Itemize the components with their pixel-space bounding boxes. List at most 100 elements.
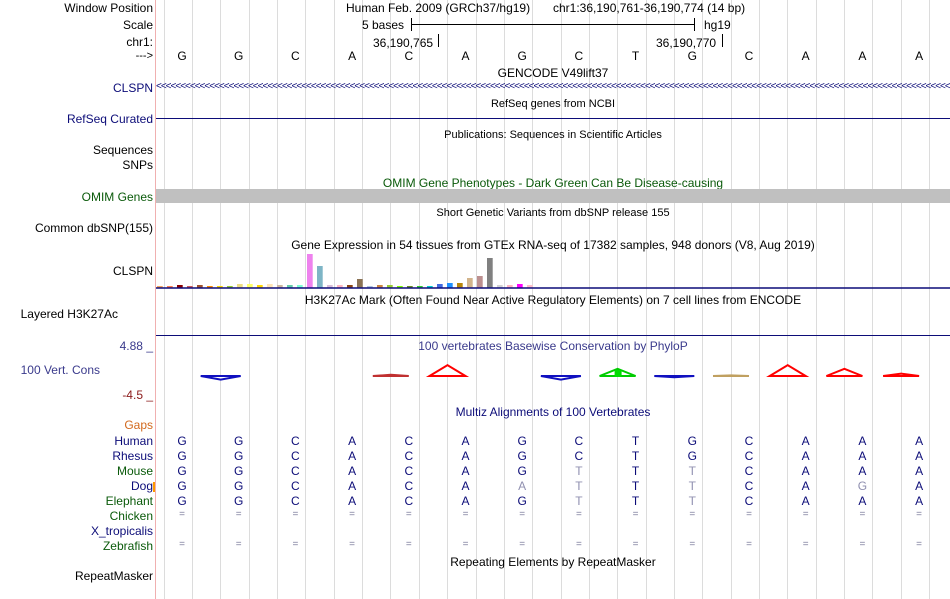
phylop-score-mark[interactable] [425,364,470,377]
label-refseq-curated[interactable]: RefSeq Curated [66,112,153,126]
phylop-score-mark[interactable] [372,373,409,377]
gtex-tissue-bar[interactable] [337,285,343,288]
label-strand-arrow[interactable]: ---> [135,50,153,62]
gtex-tissue-bar[interactable] [397,286,403,288]
gtex-tissue-bar[interactable] [407,286,413,288]
phylop-score-mark[interactable] [200,375,241,381]
reference-base: G [234,49,244,63]
gtex-tissue-bar[interactable] [177,285,183,288]
aligned-base: C [574,449,584,463]
label-gtex-clspn[interactable]: CLSPN [112,264,153,278]
label-common-dbsnp[interactable]: Common dbSNP(155) [34,221,153,235]
gtex-tissue-bar[interactable] [307,254,313,288]
gtex-tissue-bar[interactable] [517,284,523,288]
gtex-tissue-bar[interactable] [447,283,453,288]
species-label[interactable]: X_tropicalis [90,524,153,538]
track-labels-panel: Window Position Scale chr1: ---> CLSPN R… [0,0,155,599]
species-label[interactable]: Zebrafish [102,539,153,553]
gtex-tissue-bar[interactable] [297,285,303,288]
phylop-score-mark[interactable] [654,375,695,379]
grid-line [872,0,873,599]
aligned-base: T [688,479,696,493]
label-repeatmasker[interactable]: RepeatMasker [74,569,153,583]
gtex-tissue-bar[interactable] [387,285,393,288]
aligned-base: A [348,449,357,463]
gtex-tissue-bar[interactable] [367,286,373,288]
h3k27ac-track-title: H3K27Ac Mark (Often Found Near Active Re… [304,293,802,307]
aligned-base: = [632,509,639,520]
phylop-conservation-plot[interactable] [156,352,950,397]
gtex-expression-bars[interactable] [156,250,950,290]
aligned-base: A [801,434,810,448]
label-snps[interactable]: SNPs [122,158,153,172]
species-label[interactable]: Rhesus [112,449,153,463]
gtex-tissue-bar[interactable] [437,284,443,288]
aligned-base: G [517,434,527,448]
label-gaps[interactable]: Gaps [124,418,153,432]
aligned-base: T [575,464,583,478]
aligned-base: = [859,509,866,520]
refseq-gene-feature[interactable] [156,118,950,119]
phylop-score-mark[interactable] [712,374,750,377]
species-label[interactable]: Dog [130,479,153,493]
gtex-tissue-bar[interactable] [207,286,213,288]
phylop-score-mark[interactable] [826,367,863,377]
aligned-base: A [348,479,357,493]
species-label[interactable]: Mouse [116,464,153,478]
gtex-tissue-bar[interactable] [487,258,493,288]
aligned-base: A [858,494,867,508]
label-gencode-clspn[interactable]: CLSPN [112,81,153,95]
label-sequences[interactable]: Sequences [92,143,153,157]
aligned-base: G [687,449,697,463]
gtex-tissue-bar[interactable] [167,286,173,288]
gtex-tissue-bar[interactable] [257,285,263,288]
gtex-tissue-bar[interactable] [227,286,233,288]
coord-label-right: 36,190,770 [656,36,717,50]
aligned-base: A [915,464,924,478]
phylop-score-mark[interactable] [540,375,582,381]
gtex-tissue-bar[interactable] [477,276,483,288]
gtex-tissue-bar[interactable] [267,284,273,288]
reference-base: A [915,49,924,63]
phylop-score-mark[interactable] [766,364,810,377]
gtex-tissue-bar[interactable] [327,285,333,288]
aligned-base: = [689,539,696,550]
gtex-tissue-bar[interactable] [357,279,363,288]
multiz-track-title: Multiz Alignments of 100 Vertebrates [455,405,651,419]
gtex-tissue-bar[interactable] [417,286,423,288]
aligned-base: C [404,494,414,508]
gtex-tissue-bar[interactable] [527,285,533,288]
label-layered-h3k27ac[interactable]: Layered H3K27Ac [20,307,118,321]
gtex-tissue-bar[interactable] [247,284,253,288]
gtex-tissue-bar[interactable] [377,285,383,288]
gtex-tissue-bar[interactable] [347,285,353,288]
gtex-tissue-bar[interactable] [187,286,193,288]
aligned-base: A [801,494,810,508]
species-label[interactable]: Human [114,434,153,448]
gtex-tissue-bar[interactable] [507,285,513,288]
gencode-clspn-gene-feature[interactable]: <<<<<<<<<<<<<<<<<<<<<<<<<<<<<<<<<<<<<<<<… [156,81,950,92]
label-cons-min: -4.5 _ [122,388,153,402]
label-100-vert-cons[interactable]: 100 Vert. Cons [20,363,100,377]
omim-gene-feature[interactable] [156,189,950,203]
gtex-tissue-bar[interactable] [197,285,203,288]
track-image-area[interactable]: Human Feb. 2009 (GRCh37/hg19) chr1:36,19… [156,0,950,599]
species-label[interactable]: Elephant [105,494,153,508]
gtex-tissue-bar[interactable] [287,285,293,288]
gtex-tissue-bar[interactable] [277,285,283,288]
aligned-base: A [858,464,867,478]
reference-base: A [461,49,470,63]
gtex-tissue-bar[interactable] [217,286,223,288]
gtex-tissue-bar[interactable] [157,286,163,288]
gtex-tissue-bar[interactable] [497,285,503,288]
species-label[interactable]: Chicken [109,509,153,523]
gtex-tissue-bar[interactable] [457,283,463,288]
grid-line [390,0,391,599]
gtex-tissue-bar[interactable] [427,286,433,288]
gtex-tissue-bar[interactable] [467,278,473,288]
aligned-base: T [631,449,640,463]
phylop-score-mark[interactable] [882,372,920,377]
gtex-tissue-bar[interactable] [317,266,323,288]
label-omim-genes[interactable]: OMIM Genes [81,190,153,204]
gtex-tissue-bar[interactable] [237,284,243,288]
